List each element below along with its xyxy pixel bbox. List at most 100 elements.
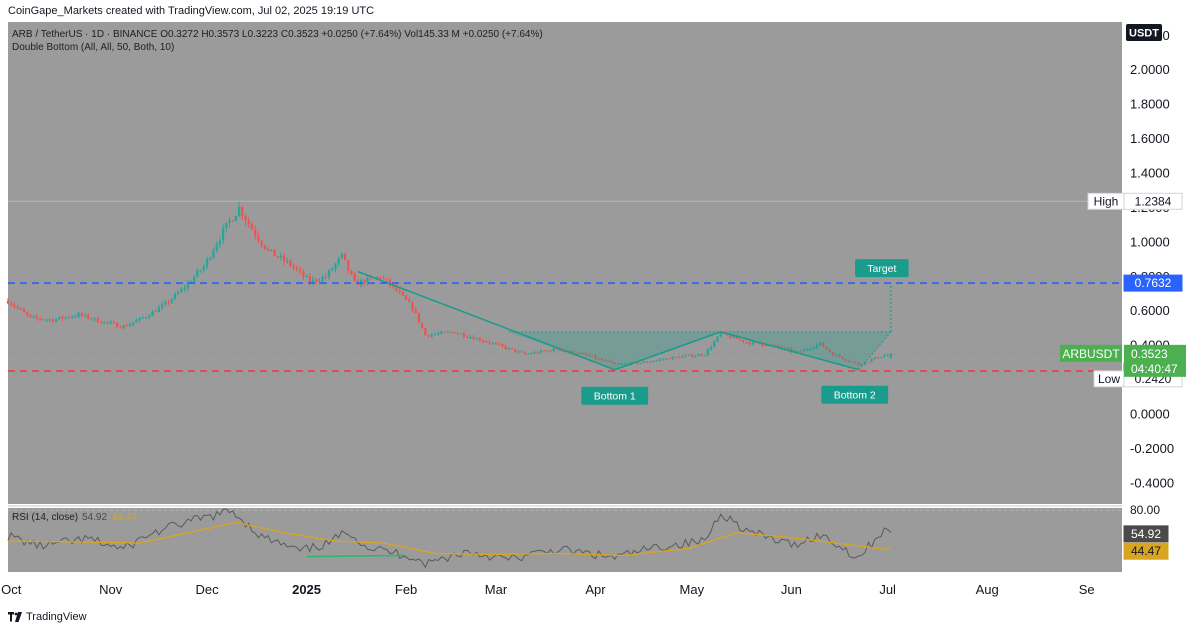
symbol-tag-box	[1060, 344, 1122, 362]
candle	[353, 271, 356, 282]
candle	[411, 301, 414, 313]
candle	[498, 342, 501, 345]
candle	[414, 307, 417, 314]
candle-body	[745, 342, 748, 344]
candle	[870, 357, 873, 363]
candle-body	[774, 344, 777, 346]
tradingview-logo-icon	[8, 612, 22, 622]
candle	[96, 316, 100, 323]
candle-body	[742, 339, 745, 343]
candle-body	[218, 240, 222, 245]
candle-body	[430, 334, 433, 337]
candle-body	[177, 292, 180, 294]
candle-body	[58, 316, 61, 320]
candle-body	[350, 270, 353, 275]
candle-body	[459, 333, 462, 335]
candle	[709, 345, 713, 352]
time-axis-label: Apr	[585, 582, 606, 597]
candle	[453, 331, 456, 334]
candles	[6, 201, 892, 366]
candle	[321, 274, 324, 284]
candle-body	[379, 276, 382, 279]
candle	[597, 357, 600, 360]
candle	[465, 334, 469, 338]
candle	[404, 294, 408, 301]
tradingview-footer[interactable]: TradingView	[8, 611, 87, 623]
candle	[135, 318, 138, 323]
candle-body	[844, 359, 848, 361]
candle-body	[106, 321, 109, 323]
candle	[799, 350, 803, 353]
candle-body	[568, 350, 571, 352]
bottom-1-label[interactable]: Bottom 1	[581, 386, 649, 405]
candle	[22, 307, 26, 313]
candle	[16, 304, 19, 310]
candle-body	[697, 354, 700, 356]
candle	[485, 340, 488, 343]
candle	[382, 275, 385, 280]
bottom-2-label[interactable]: Bottom 2	[821, 385, 889, 404]
price-pane[interactable]	[8, 22, 1122, 504]
candle-body	[132, 322, 135, 325]
currency-badge[interactable]: USDT	[1126, 24, 1162, 41]
candle-body	[433, 334, 437, 336]
candle	[883, 354, 886, 358]
candle	[581, 352, 584, 355]
candle-body	[154, 311, 157, 313]
candle	[238, 201, 241, 218]
candle	[177, 289, 180, 295]
candle	[38, 317, 42, 322]
candle-body	[144, 317, 148, 319]
candle	[421, 322, 424, 329]
candle-body	[575, 353, 578, 355]
candle	[266, 246, 270, 252]
chart-panel[interactable]: 2.20002.00001.80001.60001.40001.20001.00…	[0, 22, 1200, 608]
candle-body	[22, 309, 26, 313]
rsi-ma-line	[7, 521, 892, 557]
candle-body	[295, 267, 299, 270]
candle-body	[13, 304, 16, 307]
candle	[122, 324, 125, 330]
candle	[690, 353, 693, 358]
candle-body	[456, 333, 459, 335]
rsi-legend-value: 54.92	[82, 512, 107, 523]
candle	[661, 358, 665, 361]
candle	[215, 241, 218, 253]
candle	[655, 359, 658, 362]
candle-body	[254, 229, 257, 236]
candle	[35, 314, 39, 321]
candle	[510, 347, 514, 350]
header: CoinGape_Markets created with TradingVie…	[0, 0, 1200, 22]
candle-body	[552, 348, 555, 352]
rsi-ma-value-label[interactable]: 44.47	[1123, 542, 1169, 560]
candle	[437, 331, 440, 336]
candle	[446, 330, 449, 333]
target-price-label[interactable]: 0.7632	[1123, 274, 1183, 292]
candle	[889, 352, 892, 360]
candle-body	[10, 303, 13, 305]
high-value-label[interactable]: 1.2384	[1123, 192, 1183, 210]
target-label[interactable]: Target	[855, 259, 909, 278]
candle-body	[703, 355, 706, 357]
candle	[295, 265, 299, 273]
candle	[109, 319, 112, 325]
candle	[488, 340, 491, 346]
price-axis-panel[interactable]	[1122, 22, 1200, 608]
candle-body	[32, 316, 35, 318]
candle-body	[539, 350, 543, 353]
rsi-value-label[interactable]: 54.92	[1123, 525, 1169, 543]
candle-body	[594, 355, 597, 359]
candle	[347, 260, 350, 274]
candle	[819, 342, 822, 347]
candle-body	[671, 356, 674, 360]
rsi-pane[interactable]	[8, 508, 1122, 572]
low-text-label[interactable]: Low	[1093, 370, 1125, 388]
candle-body	[99, 322, 103, 324]
candle-body	[29, 314, 32, 317]
candle-body	[257, 235, 260, 241]
candle	[616, 362, 620, 366]
candle-body	[347, 260, 350, 271]
candle	[183, 284, 186, 293]
high-text-label[interactable]: High	[1087, 192, 1125, 210]
